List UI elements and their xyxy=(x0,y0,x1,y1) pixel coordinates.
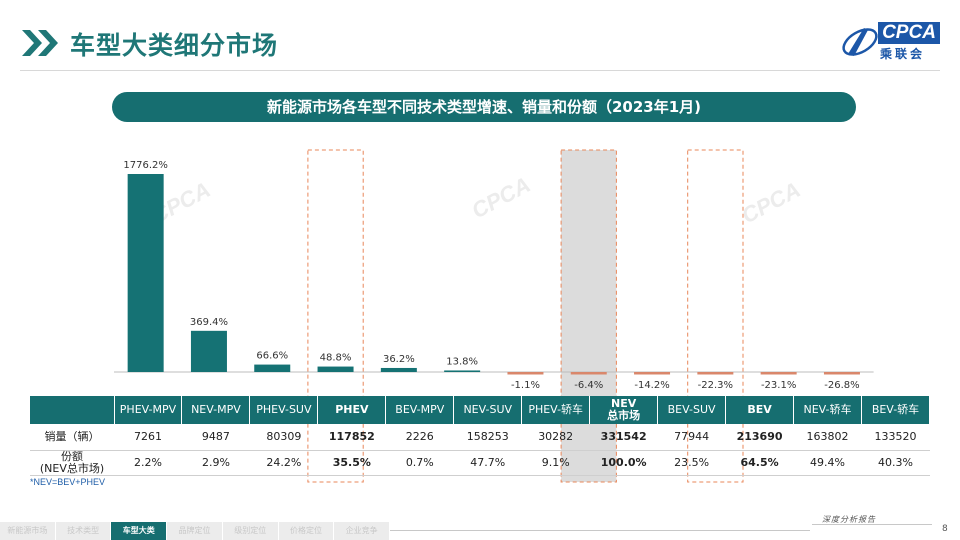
footer-tab[interactable]: 级别定位 xyxy=(222,522,279,540)
table-cell: 2226 xyxy=(385,424,454,451)
bar xyxy=(760,372,797,375)
page-title: 车型大类细分市场 xyxy=(70,31,279,60)
table-column-header: NEV-SUV xyxy=(453,396,523,424)
data-label: -26.8% xyxy=(824,380,859,391)
footer-tab[interactable]: 企业竞争 xyxy=(334,522,391,540)
bar xyxy=(697,372,734,375)
table-row-label: 份额 (NEV总市场) xyxy=(30,450,114,476)
footer-divider xyxy=(812,524,932,525)
table-cell: 23.5% xyxy=(657,450,726,476)
logo-cn-text: 乘联会 xyxy=(880,47,926,61)
data-label: -14.2% xyxy=(634,380,669,391)
table-column-header: BEV-轿车 xyxy=(861,396,931,424)
table-cell: 49.4% xyxy=(793,450,862,476)
table-cell: 64.5% xyxy=(725,450,794,476)
table-cell: 331542 xyxy=(589,424,658,451)
bar xyxy=(634,372,671,375)
table-cell: 117852 xyxy=(317,424,386,451)
bar xyxy=(570,372,607,375)
table-cell: 163802 xyxy=(793,424,862,451)
logo-text: CPCA xyxy=(878,22,940,44)
data-label: -6.4% xyxy=(574,380,603,391)
table-column-header: BEV-SUV xyxy=(657,396,727,424)
data-label: 13.8% xyxy=(446,356,478,367)
data-label: 48.8% xyxy=(320,353,352,364)
bar xyxy=(380,367,417,372)
table-header-corner xyxy=(30,396,115,424)
highlight-frame xyxy=(560,149,617,483)
table-footnote: *NEV=BEV+PHEV xyxy=(30,477,106,487)
table-column-header: NEV-MPV xyxy=(181,396,251,424)
highlight-frame xyxy=(307,149,364,483)
bar xyxy=(823,372,860,375)
data-label: -22.3% xyxy=(698,380,733,391)
table-cell: 133520 xyxy=(861,424,930,451)
table-column-header: BEV xyxy=(725,396,795,424)
footer-divider xyxy=(390,530,810,531)
table-cell: 24.2% xyxy=(249,450,318,476)
chart-banner-title: 新能源市场各车型不同技术类型增速、销量和份额（2023年1月) xyxy=(112,92,856,122)
table-cell: 2.2% xyxy=(114,450,182,476)
table-cell: 9.1% xyxy=(521,450,590,476)
table-column-header: PHEV-SUV xyxy=(249,396,319,424)
bar xyxy=(317,366,354,372)
table-cell: 0.7% xyxy=(385,450,454,476)
data-label: 369.4% xyxy=(190,317,228,328)
table-cell: 213690 xyxy=(725,424,794,451)
bar xyxy=(444,370,481,372)
table-cell: 7261 xyxy=(114,424,182,451)
report-label: 深度分析报告 xyxy=(822,515,876,524)
footer-section-nav: 新能源市场 技术类型 车型大类 品牌定位 级别定位 价格定位 企业竞争 xyxy=(0,522,391,540)
table-cell: 158253 xyxy=(453,424,522,451)
footer-tab[interactable]: 品牌定位 xyxy=(167,522,223,540)
bar xyxy=(507,372,544,375)
bar xyxy=(190,330,227,372)
data-label: 66.6% xyxy=(256,351,288,362)
table-column-header: NEV 总市场 xyxy=(589,396,659,424)
table-cell: 35.5% xyxy=(317,450,386,476)
table-row: 份额 (NEV总市场) 2.2% 2.9% 24.2% 35.5% 0.7% 47.7% 9.1… xyxy=(30,450,930,476)
footer-tab[interactable]: 新能源市场 xyxy=(0,522,56,540)
data-label: -1.1% xyxy=(511,380,540,391)
table-cell: 2.9% xyxy=(181,450,250,476)
table-column-header: PHEV-MPV xyxy=(114,396,183,424)
table-column-header: PHEV xyxy=(317,396,387,424)
data-label: 1776.2% xyxy=(123,160,168,171)
table-column-header: BEV-MPV xyxy=(385,396,455,424)
table-column-header: NEV-轿车 xyxy=(793,396,862,424)
footer-tab[interactable]: 价格定位 xyxy=(278,522,335,540)
logo-emblem-icon xyxy=(842,28,878,56)
footer-tab[interactable]: 车型大类 xyxy=(111,522,168,540)
chevron-right-icon xyxy=(22,30,58,56)
highlight-frame xyxy=(687,149,744,483)
title-divider xyxy=(20,70,940,71)
table-cell: 30282 xyxy=(521,424,590,451)
table-row-label: 销量（辆） xyxy=(30,424,114,451)
bar xyxy=(254,364,291,372)
table-header-row: PHEV-MPV NEV-MPV PHEV-SUV PHEV BEV-MPV NEV-SU… xyxy=(30,396,931,424)
data-label: -23.1% xyxy=(761,380,796,391)
table-cell: 47.7% xyxy=(453,450,522,476)
table-cell: 100.0% xyxy=(589,450,658,476)
table-cell: 40.3% xyxy=(861,450,930,476)
footer-tab[interactable]: 技术类型 xyxy=(55,522,112,540)
table-row: 销量（辆） 7261 9487 80309 117852 2226 158253 30282 3… xyxy=(30,424,930,451)
table-cell: 80309 xyxy=(249,424,318,451)
sales-share-table: PHEV-MPV NEV-MPV PHEV-SUV PHEV BEV-MPV NEV-SU… xyxy=(30,396,931,476)
data-label: 36.2% xyxy=(383,354,415,365)
table-cell: 77944 xyxy=(657,424,726,451)
table-cell: 9487 xyxy=(181,424,250,451)
table-column-header: PHEV-轿车 xyxy=(521,396,591,424)
page-number: 8 xyxy=(942,524,948,534)
bar xyxy=(127,174,164,372)
